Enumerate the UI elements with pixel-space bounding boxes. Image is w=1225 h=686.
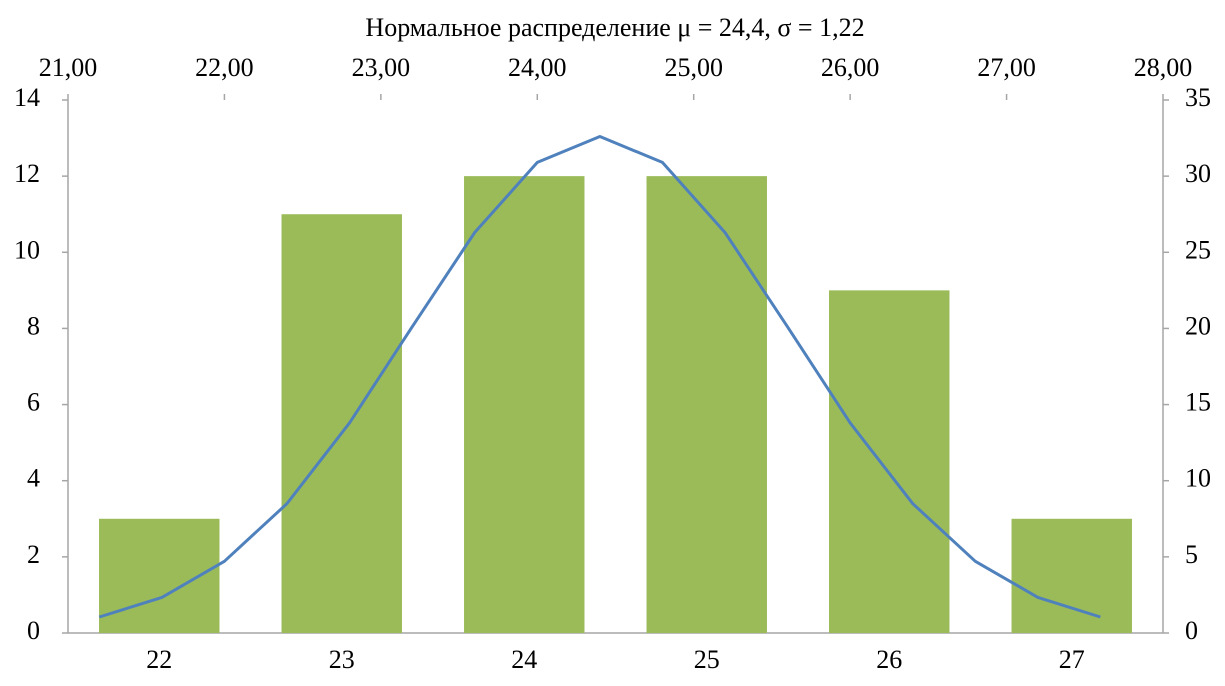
x2-tick-label: 23,00 [352, 53, 411, 82]
bar [1011, 518, 1132, 633]
x2-tick-label: 22,00 [195, 53, 254, 82]
y2-tick-label: 5 [1185, 540, 1198, 569]
x2-tick-label: 27,00 [977, 53, 1036, 82]
y2-tick-label: 25 [1185, 235, 1211, 264]
x-tick-label: 24 [511, 645, 537, 674]
x-tick-label: 23 [329, 645, 355, 674]
x-tick-label: 22 [146, 645, 172, 674]
y-tick-label: 8 [27, 311, 40, 340]
y2-tick-label: 20 [1185, 311, 1211, 340]
y-tick-label: 0 [27, 616, 40, 645]
x2-tick-label: 24,00 [508, 53, 567, 82]
bar [464, 176, 585, 633]
y-tick-label: 2 [27, 540, 40, 569]
y-tick-label: 10 [14, 235, 40, 264]
y-tick-label: 6 [27, 388, 40, 417]
bar [829, 290, 950, 633]
bar [281, 214, 402, 633]
line [98, 135, 1101, 619]
y2-tick-label: 0 [1185, 616, 1198, 645]
bar [646, 176, 767, 633]
y-tick-label: 14 [14, 83, 40, 112]
y-tick-label: 4 [27, 464, 40, 493]
y-tick-label: 12 [14, 159, 40, 188]
x-tick-label: 26 [876, 645, 902, 674]
y2-tick-label: 30 [1185, 159, 1211, 188]
chart-title: Нормальное распределение μ = 24,4, σ = 1… [365, 13, 864, 42]
x2-tick-label: 28,00 [1134, 53, 1193, 82]
y2-tick-label: 15 [1185, 388, 1211, 417]
y2-tick-label: 10 [1185, 464, 1211, 493]
x2-tick-label: 25,00 [664, 53, 723, 82]
y2-tick-label: 35 [1185, 83, 1211, 112]
x-tick-label: 25 [694, 645, 720, 674]
x2-tick-label: 26,00 [821, 53, 880, 82]
x2-tick-label: 21,00 [39, 53, 98, 82]
x-tick-label: 27 [1059, 645, 1085, 674]
